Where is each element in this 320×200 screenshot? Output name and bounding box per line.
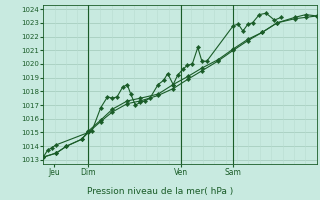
Text: Pression niveau de la mer( hPa ): Pression niveau de la mer( hPa ) (87, 187, 233, 196)
